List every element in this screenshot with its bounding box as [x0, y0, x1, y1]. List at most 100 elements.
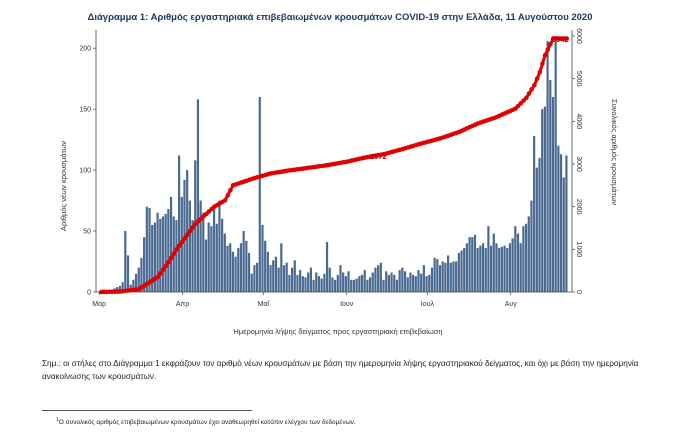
bar-day-99	[366, 279, 369, 292]
y-tick-label-50: 50	[83, 229, 91, 236]
bar-day-156	[519, 243, 522, 292]
cumulative-point-day-24	[163, 263, 169, 269]
y2-tick-label-4000: 4000	[575, 114, 582, 130]
bar-day-127	[441, 261, 444, 292]
bar-day-167	[549, 79, 552, 292]
y2-axis-label: Συνολικός αριθμός κρουσμάτων	[610, 99, 619, 205]
bar-day-100	[368, 277, 372, 292]
bar-day-172	[562, 177, 565, 292]
y2-tick-label-3000: 3000	[575, 156, 582, 172]
bar-day-39	[204, 239, 208, 292]
y-tick-label-100: 100	[79, 168, 91, 175]
cumulative-point-day-28	[174, 247, 179, 252]
bar-day-14	[137, 267, 140, 292]
bar-day-71	[290, 267, 294, 292]
bar-day-141	[479, 245, 482, 292]
bar-day-109	[393, 274, 396, 292]
bar-day-16	[143, 237, 146, 292]
bar-day-150	[503, 245, 506, 292]
bar-day-50	[234, 256, 237, 292]
cumulative-point-day-23	[160, 267, 166, 272]
bar-day-140	[476, 248, 479, 292]
bar-day-82	[320, 278, 323, 292]
bar-day-76	[304, 277, 307, 292]
cumulative-label-end: 5942	[552, 35, 569, 44]
cumulative-point-day-46	[222, 198, 228, 203]
cumulative-point-day-26	[169, 255, 174, 261]
bar-day-92	[347, 271, 350, 292]
bar-day-96	[358, 276, 361, 292]
bar-day-136	[465, 243, 468, 292]
bar-day-116	[412, 274, 415, 292]
bar-day-26	[169, 196, 173, 292]
bar-day-112	[401, 267, 404, 292]
bar-day-115	[409, 272, 412, 292]
left-axis-ticks: 0 50 100 150 200	[79, 46, 96, 297]
bar-day-18	[148, 207, 151, 292]
cumulative-point-day-33	[187, 228, 193, 234]
bar-day-129	[446, 255, 450, 292]
bar-day-132	[455, 261, 458, 292]
bar-day-61	[264, 240, 267, 292]
bar-day-131	[452, 261, 455, 292]
bar-day-87	[334, 279, 337, 292]
bar-day-47	[226, 245, 229, 292]
bar-day-95	[355, 278, 358, 292]
bar-day-59	[258, 96, 261, 292]
cumulative-point-day-164	[540, 61, 545, 66]
cumulative-point-day-32	[185, 232, 190, 237]
bar-day-143	[484, 248, 487, 292]
y2-tick-label-0: 0	[575, 290, 582, 294]
bar-day-169	[554, 36, 557, 292]
bar-day-166	[546, 40, 549, 292]
cumulative-point-day-48	[228, 188, 233, 193]
bar-day-66	[277, 267, 280, 292]
cumulative-point-day-166	[545, 47, 551, 52]
bar-day-33	[188, 200, 191, 292]
bar-day-60	[261, 224, 264, 292]
bar-day-145	[490, 245, 493, 292]
bar-day-86	[331, 277, 334, 292]
bar-day-62	[266, 251, 269, 292]
bar-day-34	[191, 220, 194, 292]
bar-day-160	[530, 200, 533, 292]
bar-day-85	[328, 267, 331, 292]
bar-day-46	[223, 233, 226, 292]
bar-day-114	[406, 277, 409, 292]
bar-day-51	[237, 248, 240, 292]
bar-day-135	[463, 248, 466, 292]
bar-day-126	[438, 265, 442, 292]
bar-day-31	[183, 179, 186, 292]
bars-group	[100, 36, 568, 292]
y2-tick-label-6000: 6000	[575, 28, 582, 44]
y2-tick-label-5000: 5000	[575, 71, 582, 87]
bar-day-103	[377, 265, 380, 292]
bar-day-106	[385, 271, 388, 292]
bar-day-69	[285, 262, 288, 292]
axes-group	[95, 30, 573, 293]
bar-day-10	[126, 255, 130, 292]
bar-day-21	[156, 212, 159, 292]
bar-day-17	[145, 206, 148, 292]
cumulative-point-day-30	[179, 239, 185, 245]
right-axis-ticks: 0 1000 2000 3000 4000 5000 6000	[572, 28, 582, 294]
bar-day-111	[398, 270, 401, 292]
y-axis-label: Αριθμός νέων κρουσμάτων	[59, 141, 68, 231]
cumulative-point-day-29	[177, 243, 182, 248]
bar-day-88	[336, 274, 339, 292]
bar-day-110	[395, 279, 399, 292]
cumulative-point-day-162	[534, 76, 540, 81]
bar-day-161	[533, 135, 536, 292]
bar-day-148	[498, 248, 501, 292]
bar-day-89	[339, 265, 342, 292]
y-tick-label-150: 150	[79, 107, 91, 114]
bar-day-29	[178, 155, 181, 292]
bar-day-107	[387, 274, 390, 292]
bar-day-128	[444, 262, 447, 292]
bar-day-44	[218, 200, 221, 292]
bar-day-78	[309, 267, 312, 292]
chart-title: Διάγραμμα 1: Αριθμός εργαστηριακά επιβεβ…	[87, 12, 593, 23]
bar-day-25	[167, 209, 170, 292]
cumulative-point-day-158	[524, 95, 529, 101]
bar-day-55	[247, 252, 251, 292]
